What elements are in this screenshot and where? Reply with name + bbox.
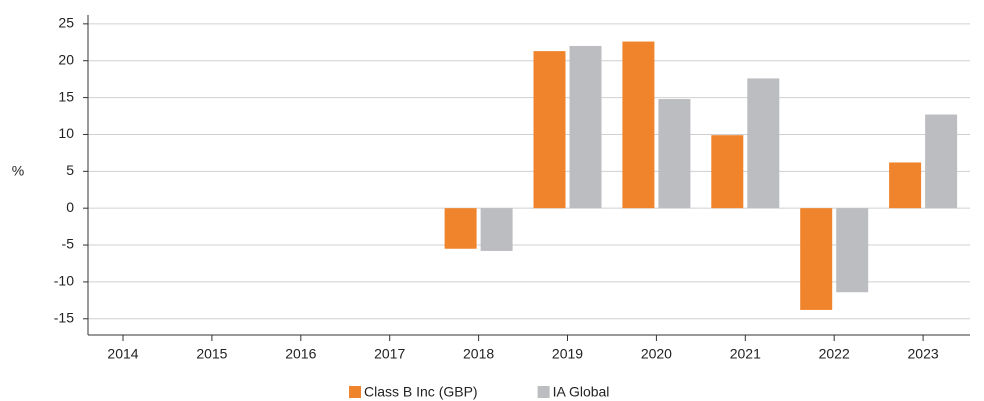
legend-label: IA Global [553, 384, 610, 400]
x-tick-label: 2015 [196, 346, 227, 362]
x-tick-label: 2020 [641, 346, 672, 362]
x-tick-label: 2014 [107, 346, 138, 362]
bar [747, 78, 780, 209]
bar [889, 162, 922, 209]
bar [622, 41, 655, 209]
x-tick-label: 2019 [552, 346, 583, 362]
bar [800, 208, 833, 310]
x-tick-label: 2021 [730, 346, 761, 362]
x-tick-label: 2023 [908, 346, 939, 362]
bar [569, 45, 602, 209]
x-tick-label: 2022 [819, 346, 850, 362]
x-tick-label: 2018 [463, 346, 494, 362]
y-axis-label: % [12, 163, 24, 179]
y-tick-label: 15 [58, 88, 74, 104]
y-tick-label: 10 [58, 125, 74, 141]
y-tick-label: -15 [54, 309, 74, 325]
bar [711, 135, 744, 209]
bar [444, 208, 477, 249]
bar [836, 208, 869, 293]
legend-swatch [537, 386, 550, 398]
y-tick-label: 5 [66, 162, 74, 178]
y-tick-label: -10 [54, 273, 74, 289]
y-tick-label: 25 [58, 15, 74, 31]
bar [658, 99, 691, 209]
x-tick-label: 2016 [285, 346, 316, 362]
x-tick-label: 2017 [374, 346, 405, 362]
y-tick-label: -5 [62, 236, 75, 252]
bar [480, 208, 513, 251]
legend-swatch [349, 386, 361, 398]
bar [925, 114, 958, 209]
bar [533, 51, 566, 209]
y-tick-label: 20 [58, 51, 74, 67]
y-tick-label: 0 [66, 199, 74, 215]
legend-label: Class B Inc (GBP) [364, 384, 478, 400]
